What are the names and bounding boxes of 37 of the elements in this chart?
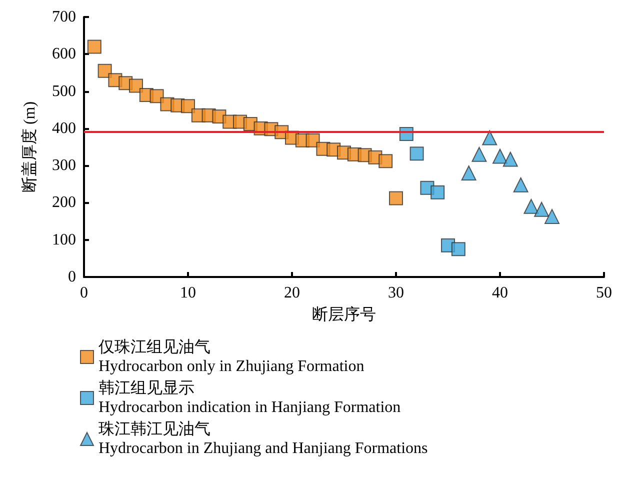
y-tick-label: 500	[52, 82, 76, 100]
point	[389, 191, 403, 206]
y-tick-label: 100	[52, 231, 76, 248]
x-tick-label: 40	[492, 284, 508, 302]
point	[378, 154, 393, 168]
point	[461, 166, 476, 180]
legend-label: 珠江韩江见油气 Hydrocarbon in Zhujiang and Hanjiang Formations	[98, 420, 428, 457]
y-tick-label: 300	[52, 157, 76, 174]
point	[492, 148, 508, 164]
x-tick-label: 20	[284, 284, 300, 302]
point	[482, 130, 498, 146]
y-tick-label: 0	[68, 268, 76, 286]
x-axis-title: 断层序号	[312, 306, 376, 324]
legend-label: 韩江组见显示 Hydrocarbon indication in Hanjiang Formation	[98, 379, 401, 416]
x-tick-label: 30	[388, 284, 404, 302]
point	[513, 177, 528, 192]
point	[451, 242, 466, 256]
x-tick-label: 10	[180, 284, 196, 302]
y-tick-label: 700	[52, 8, 76, 26]
y-tick-label: 200	[52, 194, 76, 212]
point	[410, 146, 424, 161]
point	[430, 185, 445, 200]
point	[98, 64, 112, 78]
point	[181, 99, 195, 114]
y-tick-label: 400	[52, 120, 76, 137]
point	[544, 208, 560, 224]
y-axis-title: 断盖厚度 (m)	[20, 101, 38, 193]
x-tick-label: 50	[596, 284, 612, 302]
y-tick-label: 600	[52, 46, 76, 63]
point	[87, 40, 102, 54]
legend-label: 仅珠江组见油气 Hydrocarbon only in Zhujiang Formation	[98, 338, 364, 375]
point	[502, 152, 518, 167]
point	[472, 146, 487, 162]
x-tick-label: 0	[80, 284, 88, 302]
point	[129, 78, 143, 93]
point	[534, 202, 550, 217]
point	[524, 198, 539, 214]
